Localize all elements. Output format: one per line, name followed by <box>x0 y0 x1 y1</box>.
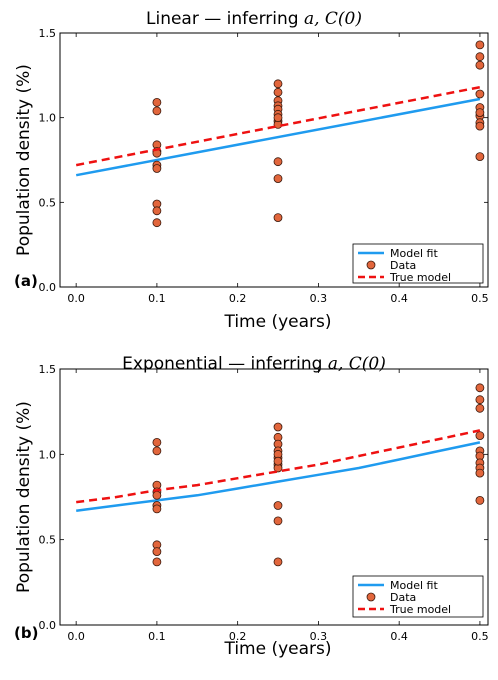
panel-b-ylabel: Population density (%) <box>14 401 34 593</box>
panel-b-xlabel: Time (years) <box>223 639 331 659</box>
panel-a-title: Linear — inferring a, C(0) <box>146 9 362 29</box>
panel-b-xtick-label: 0.4 <box>390 630 408 643</box>
panel-b-ytick-label: 0.5 <box>39 534 57 547</box>
panel-a-data-point <box>152 206 162 216</box>
panel-a-xtick-label: 0.0 <box>67 292 85 305</box>
panel-a-data-point <box>273 87 283 97</box>
panel-a-legend-fit-label: Model fit <box>390 247 438 260</box>
panel-b-ytick-label: 0.0 <box>39 619 57 632</box>
panel-b-data-point <box>273 516 283 526</box>
panel-b-ytick-label: 1.0 <box>39 448 57 461</box>
panel-b-data-point <box>475 383 485 393</box>
panel-a-data-point <box>152 98 162 107</box>
panel-a-title-prefix: Linear — inferring <box>146 9 304 29</box>
panel-a-xlabel: Time (years) <box>223 312 331 332</box>
panel-a-data-point <box>475 40 485 50</box>
panel-b-title-prefix: Exponential — inferring <box>122 354 328 374</box>
panel-a-ytick-label: 0.5 <box>39 196 57 209</box>
panel-b-ticks: 0.0 0.1 0.2 0.3 0.4 0.5 0.0 0.5 1.0 1.5 <box>39 363 489 643</box>
panel-b-legend-fit-label: Model fit <box>390 579 438 592</box>
panel-a-xtick-label: 0.1 <box>148 292 166 305</box>
panel-b-label: (b) <box>14 624 38 642</box>
panel-b-title-math: a, C(0) <box>328 354 386 374</box>
panel-a-true-model-line <box>75 85 481 167</box>
panel-b-data-point <box>273 501 283 510</box>
panel-a-data-point <box>475 52 485 62</box>
panel-a-data-point <box>273 113 283 123</box>
panel-a-legend: Model fit Data True model <box>352 243 484 284</box>
panel-a-ytick-label: 1.5 <box>39 27 57 40</box>
panel-a-model-fit-line <box>75 97 481 177</box>
panel-b-title: Exponential — inferring a, C(0) <box>122 354 386 374</box>
panel-b-data-point <box>273 557 283 567</box>
panel-b-xtick-label: 0.0 <box>67 630 85 643</box>
panel-b-data-point <box>475 395 485 405</box>
panel-a-data-point <box>152 218 162 228</box>
panel-a: Linear — inferring a, C(0) 0.0 0.1 0.2 0.3 0… <box>14 9 489 332</box>
panel-b-data-point <box>152 504 162 514</box>
panel-b-legend-true-label: True model <box>389 603 451 616</box>
panel-b-data-point <box>273 456 283 466</box>
panel-b-data-point <box>152 547 162 556</box>
panel-a-ylabel: Population density (%) <box>14 64 34 256</box>
panel-b-data-point <box>152 446 162 456</box>
panel-a-data-point <box>273 157 283 167</box>
panel-b-xtick-label: 0.5 <box>471 630 489 643</box>
panel-b-legend-data-label: Data <box>390 591 416 604</box>
panel-a-legend-true-label: True model <box>389 271 451 284</box>
panel-a-xtick-label: 0.4 <box>390 292 408 305</box>
panel-a-marks <box>75 40 485 228</box>
panel-a-ticks: 0.0 0.1 0.2 0.3 0.4 0.5 0.0 0.5 1.0 1.5 <box>39 27 489 305</box>
panel-a-xtick-label: 0.2 <box>229 292 247 305</box>
panel-a-ytick-label: 1.0 <box>39 112 57 125</box>
panel-a-data-point <box>475 60 485 70</box>
panel-a-title-math: a, C(0) <box>304 9 362 29</box>
panel-b-legend: Model fit Data True model <box>352 575 484 618</box>
panel-a-data-point <box>475 108 485 117</box>
panel-b-data-point <box>475 431 485 441</box>
panel-a-data-point <box>273 79 283 89</box>
panel-b-true-model-line <box>76 429 481 504</box>
panel-a-xtick-label: 0.5 <box>471 292 489 305</box>
panel-a-legend-data-swatch <box>366 260 376 270</box>
panel-a-axes-frame <box>59 32 489 288</box>
panel-a-ytick-label: 0.0 <box>39 281 57 294</box>
panel-b-data-point <box>475 468 485 478</box>
panel-b-data-point <box>152 557 162 567</box>
panel-b: Exponential — inferring a, C(0) 0.0 0.1 0.… <box>14 354 489 659</box>
panel-a-data-point <box>152 106 162 116</box>
panel-b-data-point <box>152 490 162 500</box>
panel-b-legend-data-swatch <box>366 592 376 602</box>
panel-a-label: (a) <box>14 272 38 290</box>
panel-a-legend-data-label: Data <box>390 259 416 272</box>
panel-b-xtick-label: 0.3 <box>310 630 328 643</box>
panel-b-model-fit-line <box>76 441 481 512</box>
panel-a-data-point <box>475 152 485 162</box>
panel-b-marks <box>76 383 485 567</box>
panel-b-xtick-label: 0.1 <box>148 630 166 643</box>
panel-b-xtick-label: 0.2 <box>229 630 247 643</box>
panel-a-data-point <box>475 121 485 131</box>
panel-b-data-point <box>475 403 485 413</box>
panel-b-data-point <box>273 422 283 432</box>
panel-b-ytick-label: 1.5 <box>39 363 57 376</box>
panel-b-data-point <box>475 495 485 505</box>
panel-b-data-point <box>152 437 162 447</box>
panel-a-xtick-label: 0.3 <box>310 292 328 305</box>
panel-a-data-point <box>475 89 485 99</box>
panel-b-axes-frame <box>59 368 489 626</box>
panel-a-data-point <box>152 164 162 173</box>
panel-a-data-point <box>273 213 283 223</box>
panel-a-data-point <box>273 174 283 184</box>
